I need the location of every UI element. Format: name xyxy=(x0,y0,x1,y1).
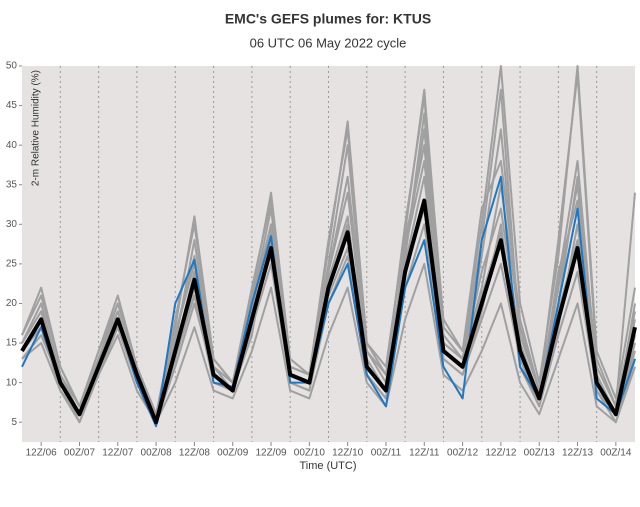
x-tick-label: 12Z/12 xyxy=(485,448,517,459)
y-tick-label: 45 xyxy=(6,100,18,111)
y-tick-label: 25 xyxy=(6,259,18,270)
x-tick-label: 00Z/12 xyxy=(447,448,479,459)
x-tick-label: 00Z/10 xyxy=(294,448,326,459)
y-tick-label: 15 xyxy=(6,338,18,349)
x-tick-label: 00Z/08 xyxy=(141,448,173,459)
y-axis-label: 2-m Relative Humidity (%) xyxy=(31,70,42,186)
x-tick-label: 12Z/09 xyxy=(255,448,287,459)
x-tick-label: 12Z/07 xyxy=(102,448,134,459)
x-tick-label: 00Z/13 xyxy=(524,448,556,459)
y-tick-label: 40 xyxy=(6,140,18,151)
x-tick-label: 00Z/11 xyxy=(371,448,402,459)
y-tick-label: 35 xyxy=(6,179,18,190)
y-tick-label: 50 xyxy=(6,61,18,72)
x-tick-label: 12Z/08 xyxy=(179,448,211,459)
x-tick-label: 12Z/10 xyxy=(332,448,364,459)
chart-title: EMC's GEFS plumes for: KTUS xyxy=(225,11,431,27)
x-tick-label: 00Z/09 xyxy=(217,448,249,459)
series-line xyxy=(21,72,636,416)
chart-subtitle: 06 UTC 06 May 2022 cycle xyxy=(250,35,407,50)
marks xyxy=(20,65,637,442)
x-tick-label: 00Z/07 xyxy=(64,448,96,459)
series-line xyxy=(20,198,637,425)
y-tick-label: 10 xyxy=(6,377,18,388)
y-tick-label: 30 xyxy=(6,219,18,230)
series-line xyxy=(21,262,636,424)
y-tick-label: 20 xyxy=(6,298,18,309)
x-tick-label: 00Z/14 xyxy=(600,448,632,459)
x-tick-label: 12Z/13 xyxy=(562,448,594,459)
y-tick-label: 5 xyxy=(11,417,17,428)
x-axis-label: Time (UTC) xyxy=(299,460,356,472)
series-line xyxy=(21,144,636,424)
x-tick-label: 12Z/11 xyxy=(409,448,440,459)
x-tick-label: 12Z/06 xyxy=(26,448,58,459)
